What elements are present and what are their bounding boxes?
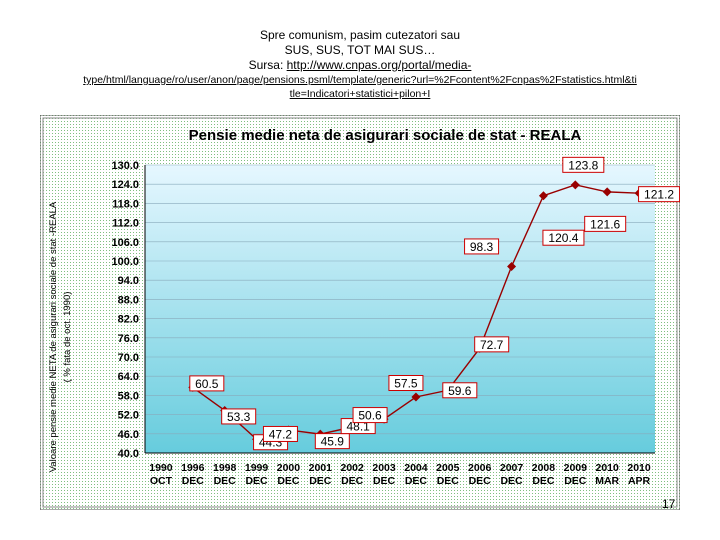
data-label: 72.7 <box>480 338 504 352</box>
x-tick-year: 2004 <box>404 462 428 474</box>
data-labels: 60.553.344.347.245.948.150.657.559.672.7… <box>189 156 681 451</box>
x-tick-year: 1996 <box>181 462 205 474</box>
data-label: 50.6 <box>358 409 382 423</box>
data-label-box <box>464 238 500 255</box>
x-tick-year: 1990 <box>149 462 173 474</box>
x-tick-month: DEC <box>405 475 428 487</box>
data-label-box <box>584 215 627 232</box>
data-label-box <box>638 186 681 203</box>
y-tick-label: 118.0 <box>112 198 139 210</box>
y-axis-sublabel: ( % fata de oct. 1990) <box>62 292 73 383</box>
data-label-box <box>314 433 350 450</box>
source-label: Sursa: <box>248 58 287 72</box>
source-link-part1[interactable]: http://www.cnpas.org/portal/media- <box>286 58 472 72</box>
y-tick-label: 58.0 <box>118 390 139 402</box>
x-tick-year: 2010 <box>627 462 651 474</box>
x-tick-month: MAR <box>595 475 619 487</box>
x-tick-year: 2001 <box>309 462 333 474</box>
data-label-box <box>542 229 585 246</box>
source-link-line3: tle=Indicatori+statistici+pilon+I <box>0 87 720 101</box>
y-tick-label: 106.0 <box>111 237 139 249</box>
x-tick-year: 2010 <box>596 462 620 474</box>
x-tick-month: DEC <box>373 475 396 487</box>
data-label: 47.2 <box>269 427 293 441</box>
chart: Pensie medie neta de asigurari sociale d… <box>39 114 681 511</box>
slide-title-line1: Spre comunism, pasim cutezatori sau <box>259 28 461 42</box>
data-label-box <box>388 375 424 391</box>
x-tick-year: 1998 <box>213 462 237 474</box>
data-label-box <box>562 156 605 173</box>
source-link-part2[interactable]: type/html/language/ro/user/anon/page/pen… <box>83 74 637 86</box>
y-tick-label: 100.0 <box>111 256 139 268</box>
x-tick-month: OCT <box>150 475 173 487</box>
data-label: 57.5 <box>394 377 418 391</box>
x-tick-year: 2006 <box>468 462 492 474</box>
x-tick-year: 1999 <box>245 462 269 474</box>
data-label: 53.3 <box>227 410 251 424</box>
x-tick-month: DEC <box>182 475 205 487</box>
x-tick-month: DEC <box>309 475 332 487</box>
x-tick-month: DEC <box>532 475 555 487</box>
y-tick-label: 130.0 <box>111 160 139 172</box>
data-label: 45.9 <box>321 435 345 449</box>
data-label-box <box>442 382 478 399</box>
data-label-box <box>262 425 298 442</box>
x-tick-year: 2002 <box>341 462 365 474</box>
y-tick-label: 70.0 <box>118 352 139 364</box>
data-point <box>411 392 421 402</box>
x-tick-year: 2009 <box>564 462 588 474</box>
x-tick-year: 2008 <box>532 462 556 474</box>
chart-svg: Pensie medie neta de asigurari sociale d… <box>39 114 681 511</box>
y-tick-label: 40.0 <box>118 448 139 460</box>
x-tick-month: DEC <box>341 475 364 487</box>
x-tick-month: DEC <box>245 475 268 487</box>
x-tick-labels: 1990OCT1996DEC1998DEC1999DEC2000DEC2001D… <box>149 462 651 487</box>
data-point <box>538 191 548 201</box>
data-label-box <box>352 407 388 424</box>
x-tick-year: 2005 <box>436 462 460 474</box>
x-tick-month: DEC <box>437 475 460 487</box>
data-label: 123.8 <box>568 158 598 172</box>
x-tick-month: DEC <box>500 475 523 487</box>
source-link-line2: type/html/language/ro/user/anon/page/pen… <box>0 73 720 87</box>
chart-title: Pensie medie neta de asigurari sociale d… <box>189 127 582 144</box>
data-point <box>507 261 517 271</box>
data-point <box>602 187 612 197</box>
data-label-box <box>189 375 225 392</box>
x-tick-month: DEC <box>469 475 492 487</box>
x-tick-year: 2003 <box>372 462 396 474</box>
data-point <box>570 180 580 190</box>
data-label-box <box>474 336 510 353</box>
y-tick-label: 94.0 <box>118 275 139 287</box>
y-tick-labels: 130.0 124.0 118.0 112.0 106.0 100.0 94.0 88.0 82… <box>111 160 139 460</box>
y-tick-label: 76.0 <box>118 333 139 345</box>
data-label-box <box>221 408 257 425</box>
source-line: Sursa: http://www.cnpas.org/portal/media… <box>0 58 720 72</box>
data-label: 120.4 <box>548 231 578 245</box>
source-link-part3[interactable]: tle=Indicatori+statistici+pilon+I <box>289 88 431 100</box>
slide-title-line2: SUS, SUS, TOT MAI SUS… <box>284 43 436 57</box>
y-tick-label: 46.0 <box>118 429 139 441</box>
y-tick-label: 112.0 <box>112 218 139 230</box>
y-tick-label: 82.0 <box>118 314 139 326</box>
y-tick-label: 124.0 <box>111 179 139 191</box>
y-axis-label: Valoare pensie medie NETA de asigurari s… <box>48 201 59 472</box>
x-tick-month: DEC <box>564 475 587 487</box>
data-label: 98.3 <box>470 240 494 254</box>
y-tick-label: 52.0 <box>118 410 139 422</box>
data-label: 59.6 <box>448 384 472 398</box>
slide-number: 17 <box>662 497 676 511</box>
x-tick-month: DEC <box>214 475 237 487</box>
data-label: 60.5 <box>195 377 219 391</box>
data-label: 121.2 <box>644 188 674 202</box>
x-tick-month: DEC <box>277 475 300 487</box>
x-tick-month: APR <box>628 475 651 487</box>
x-tick-year: 2007 <box>500 462 524 474</box>
y-tick-label: 88.0 <box>118 294 139 306</box>
x-tick-year: 2000 <box>277 462 301 474</box>
plot-area <box>145 165 655 453</box>
y-tick-label: 64.0 <box>118 371 139 383</box>
data-label: 121.6 <box>590 217 620 231</box>
axes <box>144 165 655 454</box>
